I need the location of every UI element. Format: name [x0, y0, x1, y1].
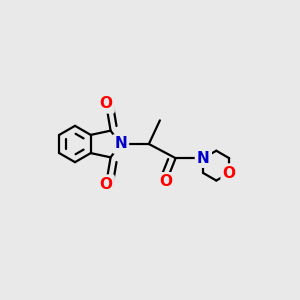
Text: O: O: [223, 166, 236, 181]
Text: O: O: [100, 177, 112, 192]
Text: N: N: [114, 136, 127, 152]
Text: N: N: [197, 151, 210, 166]
Text: O: O: [160, 174, 173, 189]
Text: O: O: [100, 96, 112, 111]
